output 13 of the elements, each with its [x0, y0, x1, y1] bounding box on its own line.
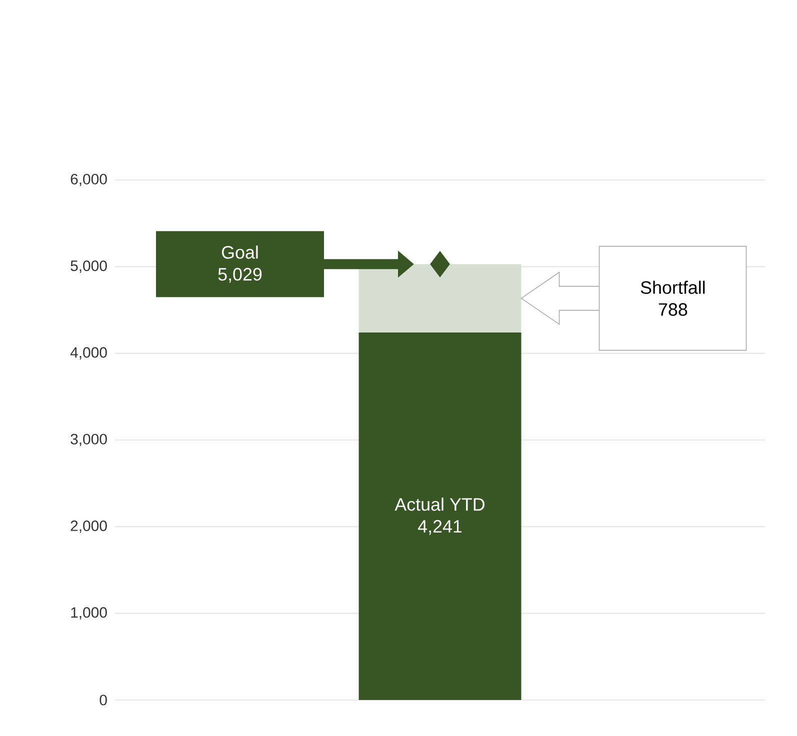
data-label: 4,241	[418, 520, 462, 535]
annotation: Shortfall	[640, 280, 705, 294]
y-tick-label: 6,000	[70, 174, 107, 186]
y-tick-label: 1,000	[71, 607, 107, 620]
series-label: Actual YTD	[394, 498, 484, 511]
y-tick-label: 2,000	[70, 520, 107, 533]
y-tick-label: 5,000	[70, 260, 107, 273]
y-tick-label: 3,000	[70, 434, 107, 446]
y-tick-label: 4,000	[70, 347, 107, 360]
annotation: 5,029	[218, 268, 262, 283]
y-tick-label: 0	[100, 694, 107, 706]
annotation: 788	[658, 303, 688, 316]
annotation: Goal	[222, 246, 258, 259]
